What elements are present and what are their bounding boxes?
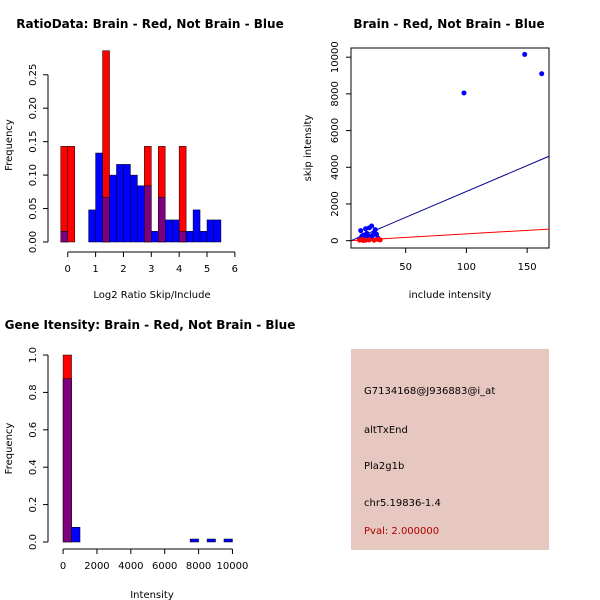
genomic-location: chr5.19836-1.4: [364, 498, 441, 509]
chart2-point-notbrain-18: [461, 90, 467, 96]
chart1-bar-notbrain-19: [213, 219, 222, 243]
chart1-y-label: Frequency: [4, 119, 15, 171]
chart3-bar-notbrain-1: [71, 526, 81, 543]
chart2-point-notbrain-12: [372, 227, 378, 233]
chart2-point-brain-7: [360, 237, 366, 243]
chart3-y-tick-label-4: 0.8: [28, 384, 39, 400]
chart3-y-tick-label-0: 0.0: [28, 534, 39, 550]
chart3-x-tick-label-4: 8000: [186, 561, 211, 572]
chart2-point-notbrain-20: [539, 71, 545, 77]
chart3-bar-notbrain-3: [206, 538, 216, 543]
chart1-x-tick-label-4: 4: [176, 264, 182, 275]
chart2-x-label: include intensity: [409, 290, 492, 301]
chart3-x-tick-label-2: 4000: [118, 561, 143, 572]
chart2-x-tick-label-2: 150: [518, 262, 537, 273]
chart3-title: Gene Itensity: Brain - Red, Not Brain - …: [5, 318, 296, 332]
chart1-y-tick-label-5: 0.25: [28, 64, 39, 86]
chart1-y-tick-label-0: 0.00: [28, 231, 39, 253]
chart3-x-tick-label-3: 6000: [152, 561, 177, 572]
chart2-point-brain-3: [366, 237, 372, 243]
chart1-bar-notbrain-4: [109, 174, 117, 243]
probe-id: G7134168@J936883@i_at: [364, 386, 496, 397]
chart3-y-tick-label-5: 1.0: [28, 347, 39, 363]
chart3-y-label: Frequency: [4, 423, 15, 475]
chart3-y-tick-label-3: 0.6: [28, 422, 39, 438]
chart1-y-tick-label-3: 0.15: [28, 131, 39, 153]
chart1-y-tick-label-1: 0.05: [28, 197, 39, 219]
chart1-bar-brain-1: [67, 146, 75, 243]
chart2-point-notbrain-19: [522, 51, 528, 57]
chart1-bar-notbrain-3: [102, 196, 110, 243]
chart1-bar-notbrain-12: [164, 219, 173, 243]
chart3-x-tick-label-5: 10000: [217, 561, 249, 572]
chart3-y-tick-label-2: 0.4: [28, 459, 39, 475]
chart2-point-notbrain-9: [369, 223, 375, 229]
chart1-bar-notbrain-13: [171, 219, 180, 243]
chart1-bar-notbrain-14: [178, 231, 187, 243]
chart1-x-tick-label-5: 5: [204, 264, 210, 275]
chart2-y-label: skip intensity: [303, 115, 314, 182]
chart1-bar-notbrain-9: [144, 185, 152, 243]
chart1-bar-notbrain-1: [88, 209, 96, 243]
chart1-bar-brain-5: [178, 146, 187, 243]
chart3-bar-notbrain-0: [62, 378, 72, 543]
chart2-y-tick-label-1: 2000: [330, 191, 341, 216]
chart1-x-label: Log2 Ratio Skip/Include: [93, 290, 210, 301]
chart2-x-tick-label-0: 50: [399, 262, 412, 273]
chart1-bar-notbrain-5: [116, 164, 124, 243]
chart1-bar-notbrain-2: [95, 152, 103, 243]
gene-name: Pla2g1b: [364, 461, 405, 472]
chart3-bar-notbrain-4: [223, 538, 233, 543]
chart1-bar-notbrain-7: [130, 174, 138, 243]
chart2-y-tick-label-4: 8000: [330, 81, 341, 106]
chart1-bar-brain-0: [60, 146, 68, 243]
pval-text: Pval: 2.000000: [364, 526, 440, 537]
chart2-y-tick-label-2: 4000: [330, 155, 341, 180]
info-panel: G7134168@J936883@i_at altTxEnd Pla2g1b c…: [351, 349, 549, 550]
chart1-bar-notbrain-15: [185, 231, 194, 243]
chart1-bar-notbrain-18: [206, 219, 215, 243]
chart1-bar-notbrain-8: [137, 185, 145, 243]
chart2-plot-box: [350, 47, 550, 249]
chart2-point-brain-6: [377, 237, 383, 243]
chart2-y-tick-label-5: 10000: [330, 41, 341, 73]
chart2-fit-line-notbrain: [350, 155, 550, 242]
chart3-bar-notbrain-2: [189, 538, 199, 543]
chart3-x-label: Intensity: [130, 590, 174, 600]
chart3-y-tick-label-1: 0.2: [28, 497, 39, 513]
chart2-title: Brain - Red, Not Brain - Blue: [353, 17, 544, 31]
chart1-y-tick-label-4: 0.20: [28, 97, 39, 119]
chart2-y-tick-label-0: 0: [330, 237, 341, 243]
chart1-x-tick-label-6: 6: [232, 264, 238, 275]
chart1-x-tick-label-0: 0: [65, 264, 71, 275]
chart2-y-tick-label-3: 6000: [330, 118, 341, 143]
chart3-x-tick-label-1: 2000: [84, 561, 109, 572]
chart1-bar-notbrain-10: [151, 231, 159, 243]
chart2-point-notbrain-5: [364, 230, 370, 236]
chart1-bar-notbrain-0: [60, 231, 68, 243]
chart2-x-tick-label-1: 100: [457, 262, 476, 273]
event-type: altTxEnd: [364, 425, 408, 436]
chart2-point-notbrain-1: [358, 228, 364, 234]
chart3-x-tick-label-0: 0: [60, 561, 66, 572]
chart1-bar-notbrain-16: [192, 209, 201, 243]
chart1-y-tick-label-2: 0.10: [28, 164, 39, 186]
chart2-fit-line-brain: [350, 228, 550, 242]
chart2-point-notbrain-15: [359, 233, 365, 239]
chart1-bar-notbrain-17: [199, 231, 208, 243]
chart1-bar-notbrain-6: [123, 164, 131, 243]
chart1-x-tick-label-2: 2: [120, 264, 126, 275]
chart1-bar-notbrain-11: [158, 196, 166, 243]
chart1-title: RatioData: Brain - Red, Not Brain - Blue: [16, 17, 283, 31]
chart1-x-tick-label-1: 1: [92, 264, 98, 275]
chart1-x-tick-label-3: 3: [148, 264, 154, 275]
